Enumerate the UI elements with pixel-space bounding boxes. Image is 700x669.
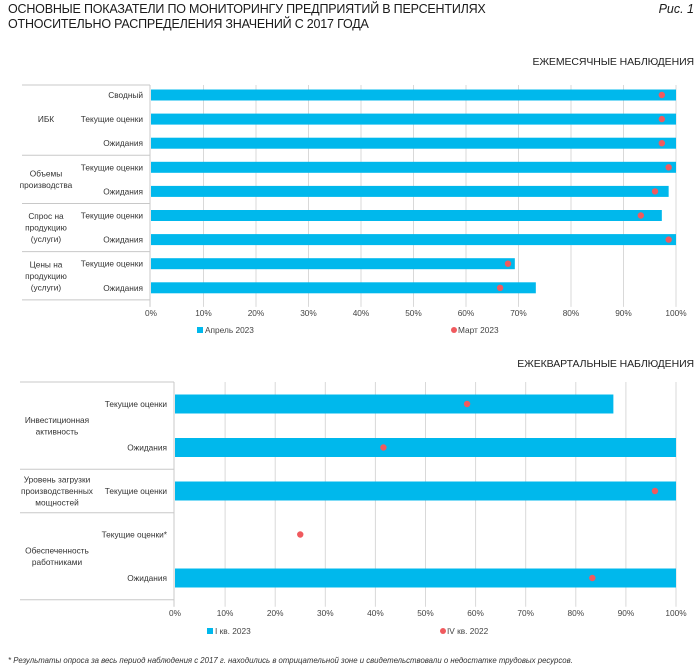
dot-marker (651, 487, 659, 495)
dot-marker (651, 188, 659, 195)
dot-marker (297, 531, 304, 538)
x-tick-label: 60% (458, 308, 475, 318)
group-label: продукцию (25, 271, 67, 281)
bar (151, 161, 676, 173)
legend-label: Март 2023 (458, 325, 499, 335)
dot-marker (637, 212, 645, 219)
legend-swatch-dot (451, 327, 457, 333)
dot-marker (665, 236, 672, 243)
row-label: Ожидания (103, 138, 143, 148)
bar (151, 113, 676, 125)
legend-swatch-bar (197, 327, 203, 333)
x-tick-label: 80% (567, 608, 584, 618)
row-label: Сводный (108, 90, 143, 100)
x-tick-label: 90% (618, 608, 635, 618)
legend-label: IV кв. 2022 (447, 626, 489, 636)
group-label: производственных (21, 486, 94, 496)
bar (151, 258, 515, 270)
bar (151, 137, 676, 149)
dot-marker (658, 140, 666, 147)
bar (151, 210, 662, 221)
group-label: Обеспеченность (25, 546, 89, 556)
bar (175, 394, 614, 414)
group-label: (услуги) (31, 282, 62, 292)
legend-swatch-dot (440, 628, 446, 634)
x-tick-label: 100% (665, 308, 687, 318)
legend-label: I кв. 2023 (215, 626, 251, 636)
row-label: Ожидания (127, 573, 167, 583)
dot-marker (496, 284, 504, 291)
group-label: Инвестиционная (25, 415, 89, 425)
dot-marker (463, 400, 471, 408)
x-tick-label: 70% (510, 308, 527, 318)
x-tick-label: 20% (248, 308, 265, 318)
x-tick-label: 20% (267, 608, 284, 618)
x-tick-label: 10% (217, 608, 234, 618)
bar (175, 568, 676, 588)
x-tick-label: 50% (417, 608, 434, 618)
x-tick-label: 0% (145, 308, 158, 318)
row-label: Ожидания (103, 235, 143, 245)
x-tick-label: 40% (353, 308, 370, 318)
group-label: Объемы (30, 169, 62, 179)
x-tick-label: 60% (467, 608, 484, 618)
row-label: Текущие оценки (81, 259, 144, 269)
group-label: Уровень загрузки (24, 475, 91, 485)
monthly-chart: 0% 10% 20% 30% 40% 50% 60% 70% 80% 90% 100% Сводный… (20, 84, 687, 335)
x-tick-label: 50% (405, 308, 422, 318)
row-label: Ожидания (103, 283, 143, 293)
monthly-section-title: ЕЖЕМЕСЯЧНЫЕ НАБЛЮДЕНИЯ (532, 56, 694, 68)
group-label: продукцию (25, 223, 67, 233)
row-label: Текущие оценки (81, 114, 144, 124)
row-label: Текущие оценки (81, 162, 144, 172)
group-label: активность (36, 427, 79, 437)
x-tick-label: 10% (195, 308, 212, 318)
group-label: работниками (32, 557, 83, 567)
dot-marker (665, 164, 672, 171)
group-label: мощностей (35, 498, 79, 508)
x-tick-label: 30% (317, 608, 334, 618)
bar (175, 438, 676, 457)
footnote: * Результаты опроса за весь период наблю… (8, 656, 573, 665)
page-title: ОСНОВНЫЕ ПОКАЗАТЕЛИ ПО МОНИТОРИНГУ ПРЕДП… (8, 2, 486, 32)
row-label: Текущие оценки (105, 486, 168, 496)
group-label: Цены на (30, 259, 63, 269)
bar (175, 481, 676, 501)
bar (151, 234, 676, 246)
row-label: Текущие оценки (81, 211, 144, 221)
row-label: Текущие оценки* (102, 530, 168, 540)
dot-marker (380, 444, 387, 451)
title-line-2: ОТНОСИТЕЛЬНО РАСПРЕДЕЛЕНИЯ ЗНАЧЕНИЙ С 20… (8, 17, 369, 31)
legend-label: Апрель 2023 (205, 325, 254, 335)
x-tick-label: 90% (615, 308, 632, 318)
x-tick-label: 30% (300, 308, 317, 318)
row-label: Ожидания (103, 186, 143, 196)
x-tick-label: 70% (517, 608, 534, 618)
row-label: Текущие оценки (105, 399, 168, 409)
group-label: (услуги) (31, 234, 62, 244)
title-line-1: ОСНОВНЫЕ ПОКАЗАТЕЛИ ПО МОНИТОРИНГУ ПРЕДП… (8, 2, 486, 16)
dot-marker (504, 260, 512, 267)
bar (151, 282, 536, 294)
bar (151, 185, 669, 197)
dot-marker (658, 115, 666, 123)
group-label: Спрос на (28, 211, 64, 221)
x-tick-label: 100% (665, 608, 687, 618)
legend-swatch-bar (207, 628, 213, 634)
quarterly-section-title: ЕЖЕКВАРТАЛЬНЫЕ НАБЛЮДЕНИЯ (517, 358, 694, 370)
bar (151, 89, 676, 101)
figure-label: Рис. 1 (658, 2, 694, 16)
row-label: Ожидания (127, 443, 167, 453)
group-label: ИБК (38, 114, 54, 124)
x-tick-label: 40% (367, 608, 384, 618)
x-tick-label: 80% (563, 308, 580, 318)
group-label: производства (20, 180, 73, 190)
x-tick-label: 0% (169, 608, 182, 618)
dot-marker (658, 91, 666, 99)
dot-marker (589, 574, 596, 582)
